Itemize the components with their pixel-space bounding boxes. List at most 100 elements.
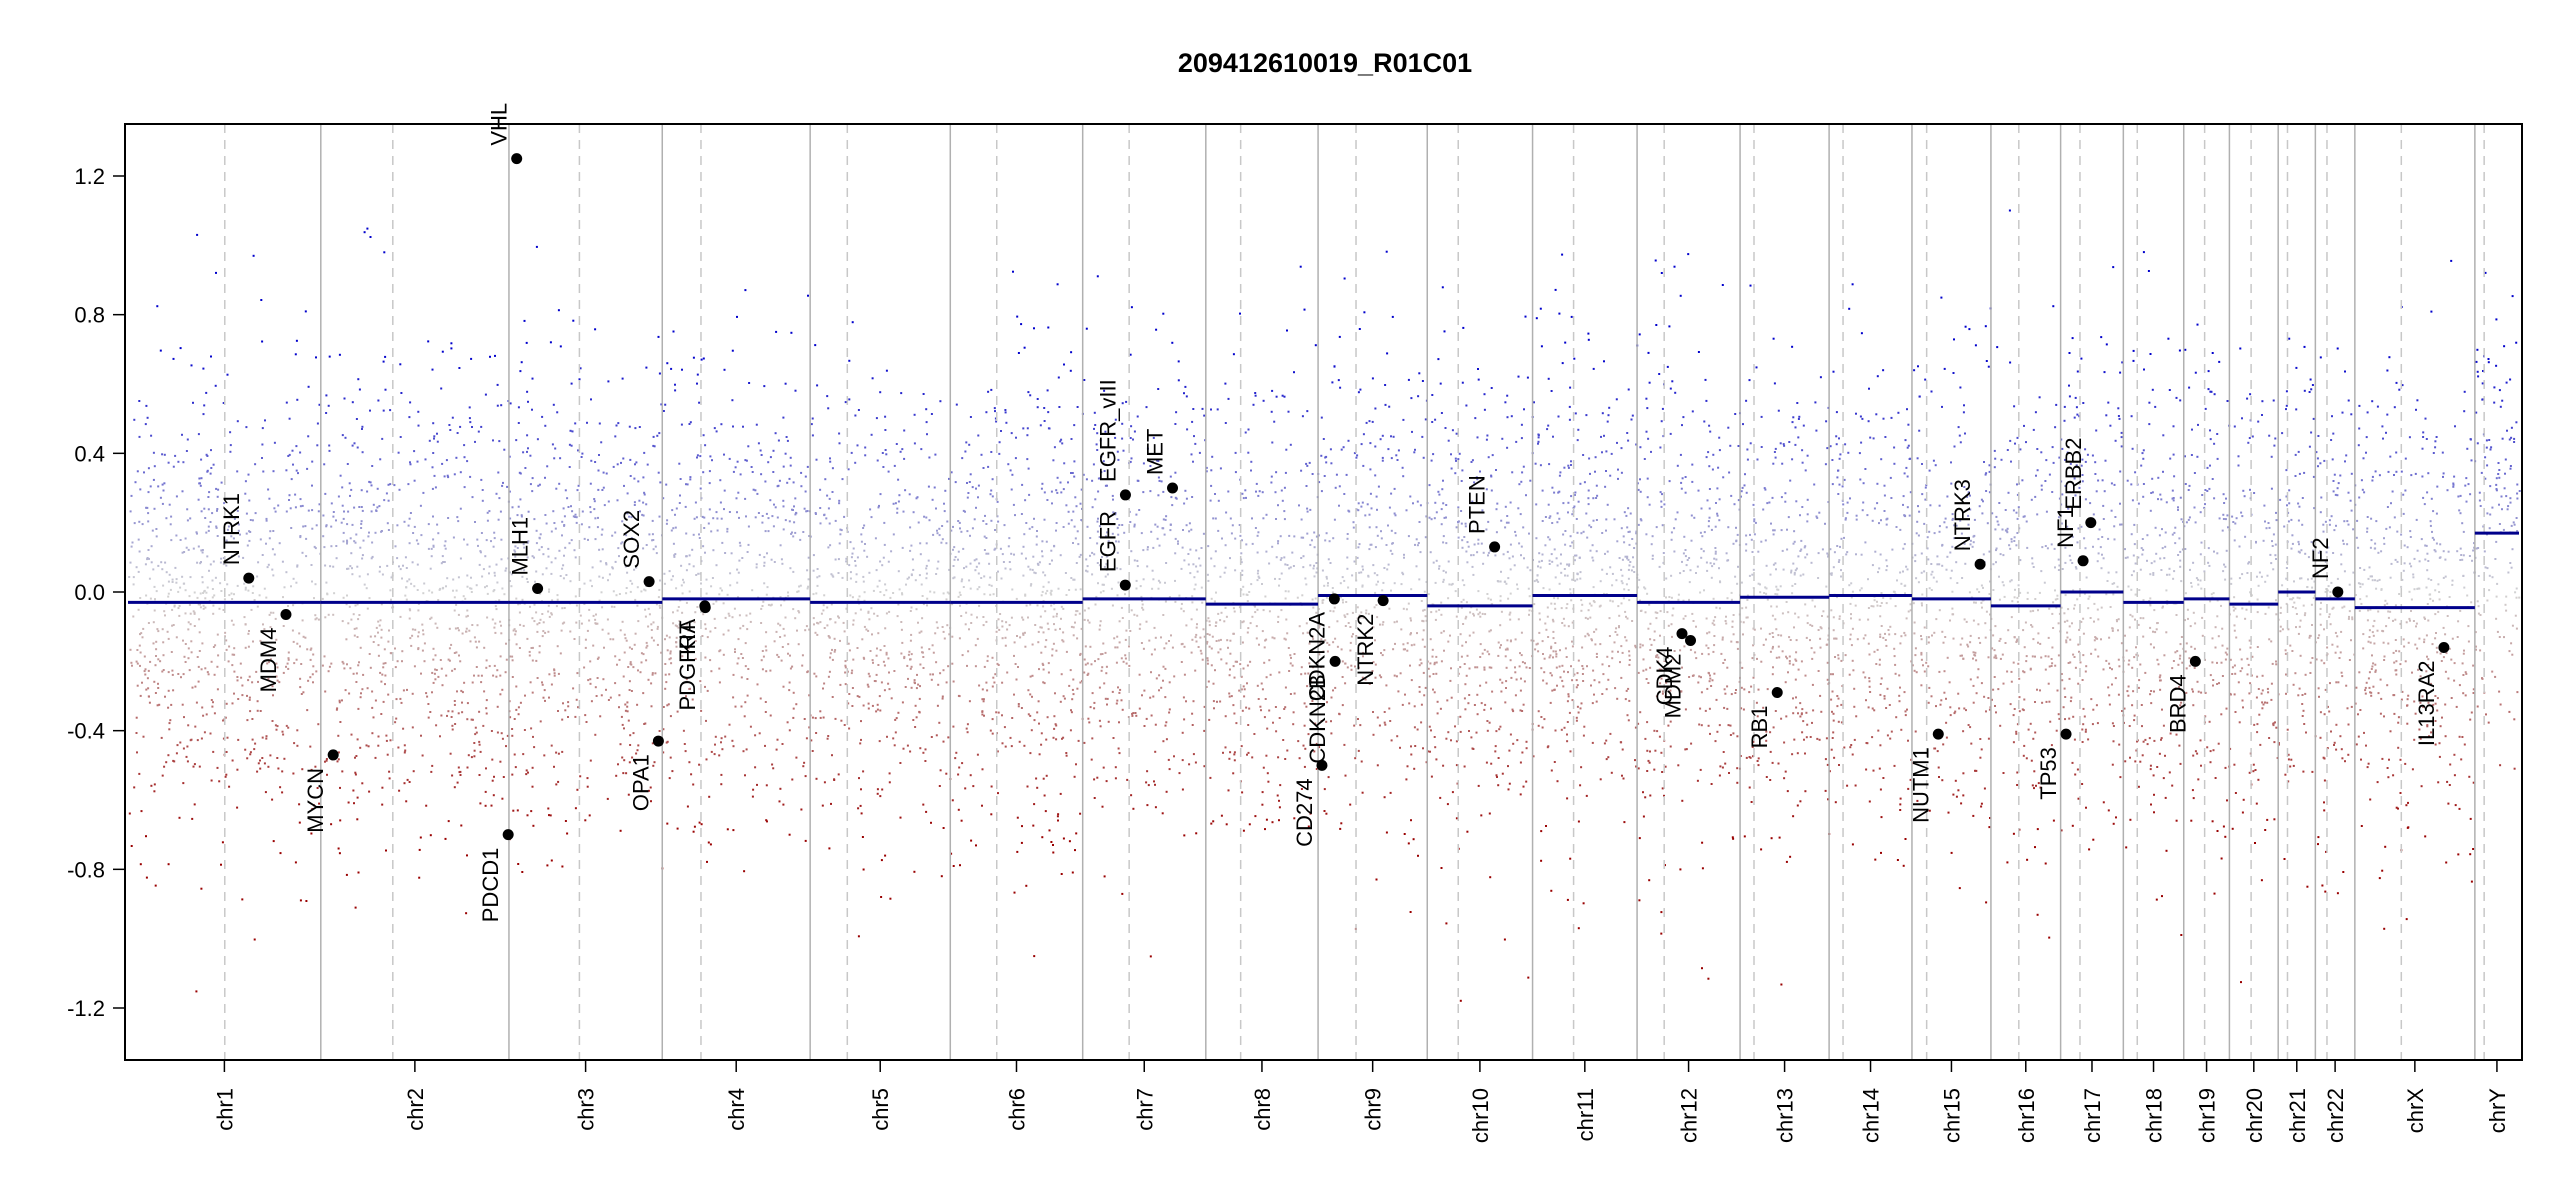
probe-point bbox=[1750, 801, 1753, 803]
probe-point bbox=[1361, 791, 1364, 794]
probe-point bbox=[2080, 525, 2083, 528]
probe-point bbox=[943, 510, 946, 513]
probe-point bbox=[779, 596, 782, 598]
probe-point bbox=[1168, 596, 1171, 598]
probe-point bbox=[407, 524, 410, 527]
probe-point bbox=[980, 577, 983, 579]
probe-point bbox=[1851, 590, 1854, 593]
probe-point bbox=[2420, 538, 2423, 541]
probe-point bbox=[1244, 489, 1247, 492]
probe-point bbox=[821, 804, 824, 807]
probe-point bbox=[2374, 470, 2377, 473]
probe-point bbox=[596, 526, 599, 529]
probe-point bbox=[1582, 667, 1585, 670]
probe-point bbox=[2222, 570, 2225, 573]
probe-point bbox=[1859, 478, 1862, 481]
probe-point bbox=[500, 632, 503, 635]
probe-point bbox=[1339, 827, 1342, 830]
probe-point bbox=[969, 587, 972, 590]
probe-point bbox=[2115, 571, 2118, 574]
probe-point bbox=[2272, 724, 2275, 727]
probe-point bbox=[486, 592, 489, 595]
probe-point bbox=[677, 626, 680, 629]
probe-point bbox=[335, 708, 338, 711]
probe-point bbox=[1660, 420, 1663, 423]
probe-point bbox=[275, 728, 278, 731]
probe-point bbox=[1279, 784, 1282, 787]
probe-point bbox=[816, 576, 819, 579]
probe-point bbox=[456, 781, 459, 784]
probe-point bbox=[2034, 495, 2037, 498]
probe-point bbox=[2255, 696, 2258, 699]
probe-point bbox=[2342, 539, 2344, 542]
probe-point bbox=[1233, 759, 1236, 762]
probe-point bbox=[992, 593, 995, 596]
probe-point bbox=[2356, 519, 2359, 522]
probe-point bbox=[1254, 611, 1257, 614]
probe-point bbox=[1486, 729, 1489, 732]
probe-point bbox=[2142, 251, 2145, 254]
probe-point bbox=[162, 669, 165, 671]
probe-point bbox=[983, 535, 986, 538]
probe-point bbox=[1380, 676, 1383, 679]
probe-point bbox=[346, 542, 348, 545]
probe-point bbox=[219, 561, 222, 564]
probe-point bbox=[719, 501, 722, 504]
probe-point bbox=[1988, 708, 1991, 711]
probe-point bbox=[2434, 695, 2437, 697]
probe-point bbox=[1799, 702, 1802, 705]
probe-point bbox=[301, 768, 304, 771]
probe-point bbox=[356, 636, 359, 638]
probe-point bbox=[440, 667, 443, 670]
probe-point bbox=[2210, 390, 2213, 393]
probe-point bbox=[2498, 476, 2501, 479]
probe-point bbox=[1083, 658, 1086, 661]
probe-point bbox=[1014, 457, 1017, 460]
probe-point bbox=[577, 706, 579, 709]
probe-point bbox=[711, 577, 714, 579]
probe-point bbox=[1383, 711, 1386, 713]
probe-point bbox=[966, 496, 969, 499]
probe-point bbox=[751, 589, 754, 592]
probe-point bbox=[1431, 394, 1434, 396]
probe-point bbox=[351, 401, 354, 404]
probe-point bbox=[2133, 714, 2136, 717]
probe-point bbox=[913, 679, 916, 682]
probe-point bbox=[884, 627, 887, 630]
probe-point bbox=[1368, 548, 1371, 551]
probe-point bbox=[1247, 724, 1250, 726]
probe-point bbox=[1131, 712, 1134, 715]
probe-point bbox=[1040, 732, 1043, 735]
probe-point bbox=[484, 790, 487, 793]
probe-point bbox=[1569, 386, 1572, 389]
probe-point bbox=[946, 624, 949, 627]
probe-point bbox=[1930, 563, 1933, 565]
probe-point bbox=[985, 411, 988, 414]
probe-point bbox=[1275, 518, 1277, 520]
probe-point bbox=[1332, 689, 1334, 692]
probe-point bbox=[1455, 432, 1458, 435]
probe-point bbox=[1520, 631, 1523, 634]
probe-point bbox=[1673, 527, 1676, 530]
probe-point bbox=[128, 576, 131, 578]
probe-point bbox=[1116, 646, 1119, 649]
probe-point bbox=[571, 510, 574, 513]
probe-point bbox=[156, 704, 159, 707]
probe-point bbox=[1891, 548, 1894, 551]
probe-point bbox=[1966, 495, 1969, 498]
probe-point bbox=[2100, 567, 2103, 570]
probe-point bbox=[1684, 555, 1687, 558]
probe-point bbox=[1771, 614, 1774, 617]
probe-point bbox=[2220, 713, 2223, 716]
probe-point bbox=[359, 696, 362, 699]
probe-point bbox=[2347, 617, 2350, 620]
probe-point bbox=[474, 521, 476, 523]
probe-point bbox=[643, 588, 646, 591]
probe-point bbox=[1936, 750, 1939, 753]
probe-point bbox=[1659, 682, 1662, 685]
probe-point bbox=[1480, 542, 1483, 545]
probe-point bbox=[1303, 765, 1306, 768]
probe-point bbox=[1169, 475, 1172, 478]
probe-point bbox=[1525, 666, 1528, 669]
probe-point bbox=[2403, 645, 2406, 648]
